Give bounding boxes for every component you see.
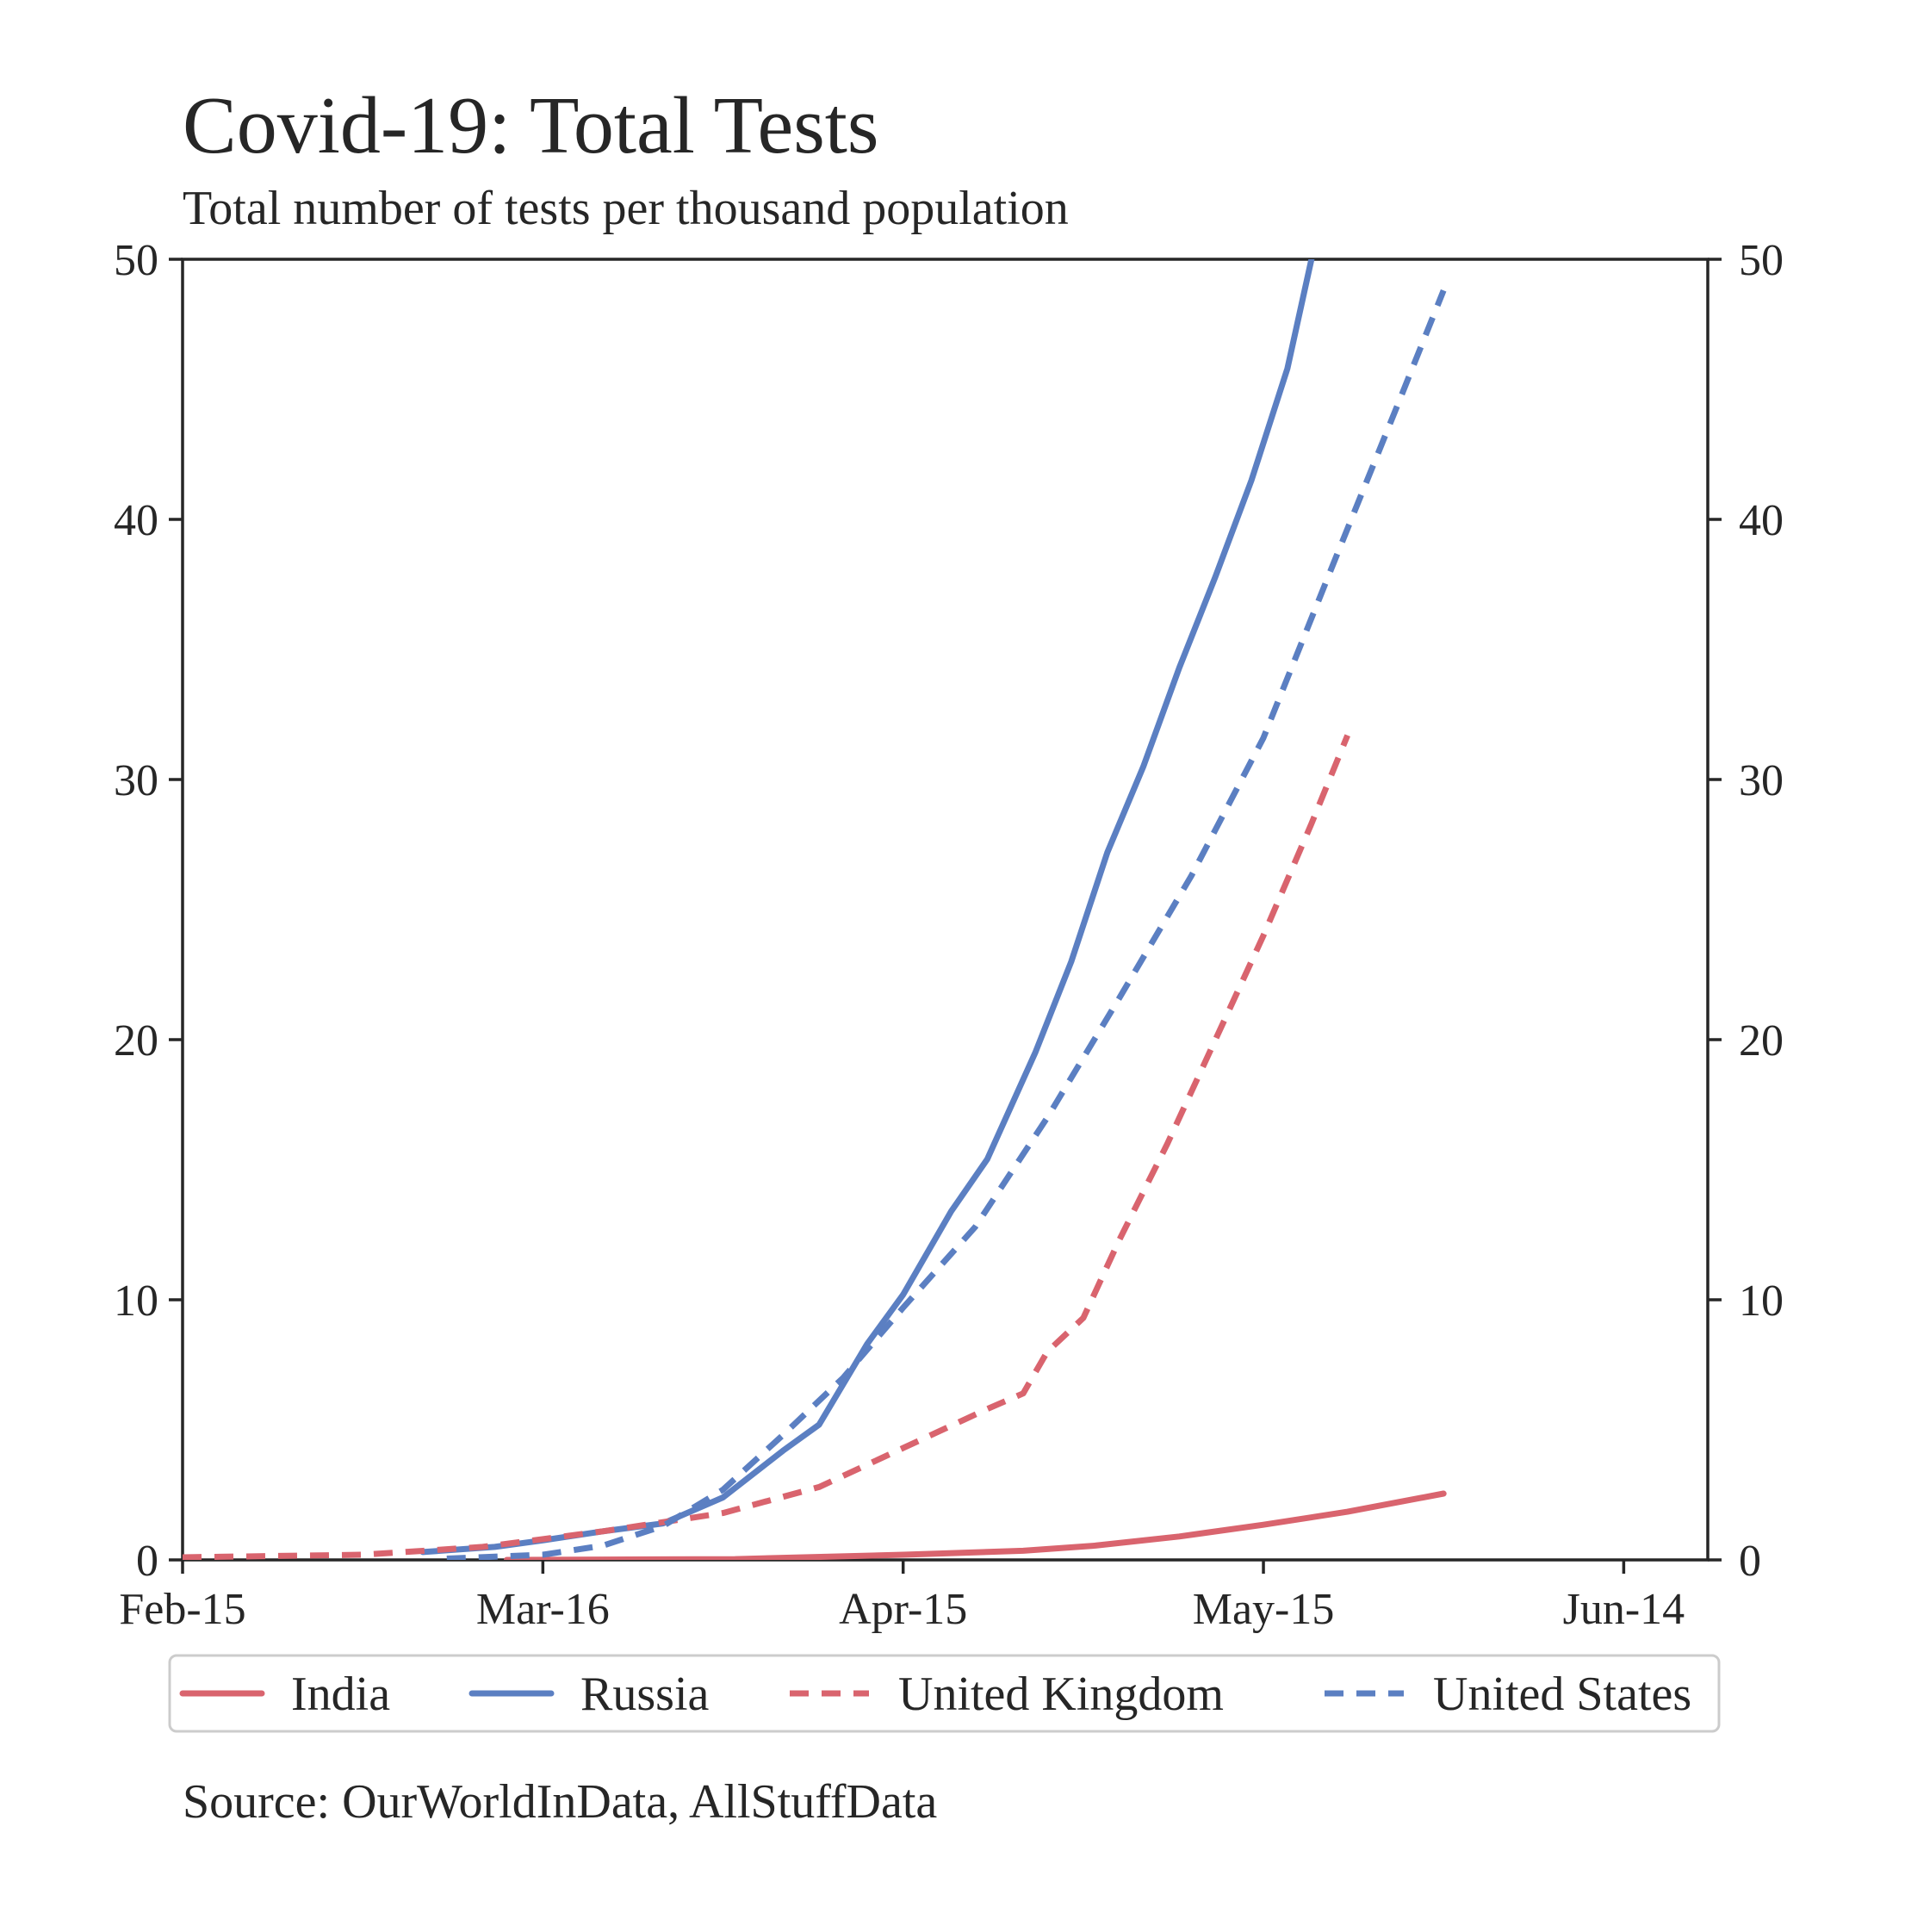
chart-subtitle: Total number of tests per thousand popul… bbox=[183, 182, 1069, 235]
series-line-united-kingdom bbox=[183, 734, 1350, 1560]
y-tick-label-left: 40 bbox=[114, 496, 158, 545]
x-tick-label: Jun-14 bbox=[1563, 1585, 1685, 1634]
x-tick-label: May-15 bbox=[1193, 1585, 1335, 1634]
chart-source: Source: OurWorldInData, AllStuffData bbox=[183, 1775, 938, 1829]
y-axis-right: 0 10 20 30 40 50 bbox=[1708, 236, 1784, 1586]
y-tick-label-left: 50 bbox=[114, 236, 158, 285]
legend-box bbox=[168, 1654, 1721, 1733]
y-tick-label-left: 10 bbox=[114, 1277, 158, 1326]
y-tick-label-left: 30 bbox=[114, 756, 158, 805]
legend-label-india: India bbox=[291, 1668, 390, 1721]
x-tick-label: Feb-15 bbox=[119, 1585, 245, 1634]
y-tick-label-right: 0 bbox=[1739, 1537, 1761, 1586]
y-tick-label-right: 30 bbox=[1739, 756, 1784, 805]
legend-label-united-kingdom: United Kingdom bbox=[898, 1668, 1224, 1721]
legend-label-united-states: United States bbox=[1433, 1668, 1691, 1721]
series-line-united-states bbox=[446, 289, 1447, 1560]
y-tick-label-right: 50 bbox=[1739, 236, 1784, 285]
plot-frame bbox=[181, 258, 1710, 1562]
chart-title: Covid-19: Total Tests bbox=[183, 81, 879, 171]
y-tick-label-left: 20 bbox=[114, 1016, 158, 1065]
legend: India Russia United Kingdom United States bbox=[168, 1654, 1721, 1733]
series-layer bbox=[183, 259, 1447, 1560]
x-tick-label: Apr-15 bbox=[839, 1585, 967, 1634]
legend-label-russia: Russia bbox=[580, 1668, 709, 1721]
y-tick-label-left: 0 bbox=[136, 1537, 158, 1586]
y-tick-label-right: 40 bbox=[1739, 496, 1784, 545]
y-tick-label-right: 10 bbox=[1739, 1277, 1784, 1326]
x-axis: Feb-15 Mar-16 Apr-15 May-15 Jun-14 bbox=[119, 1560, 1685, 1634]
y-axis-left: 0 10 20 30 40 50 bbox=[114, 236, 183, 1586]
x-tick-label: Mar-16 bbox=[476, 1585, 610, 1634]
y-tick-label-right: 20 bbox=[1739, 1016, 1784, 1065]
series-line-india bbox=[504, 1490, 1447, 1560]
series-line-russia bbox=[419, 259, 1315, 1556]
